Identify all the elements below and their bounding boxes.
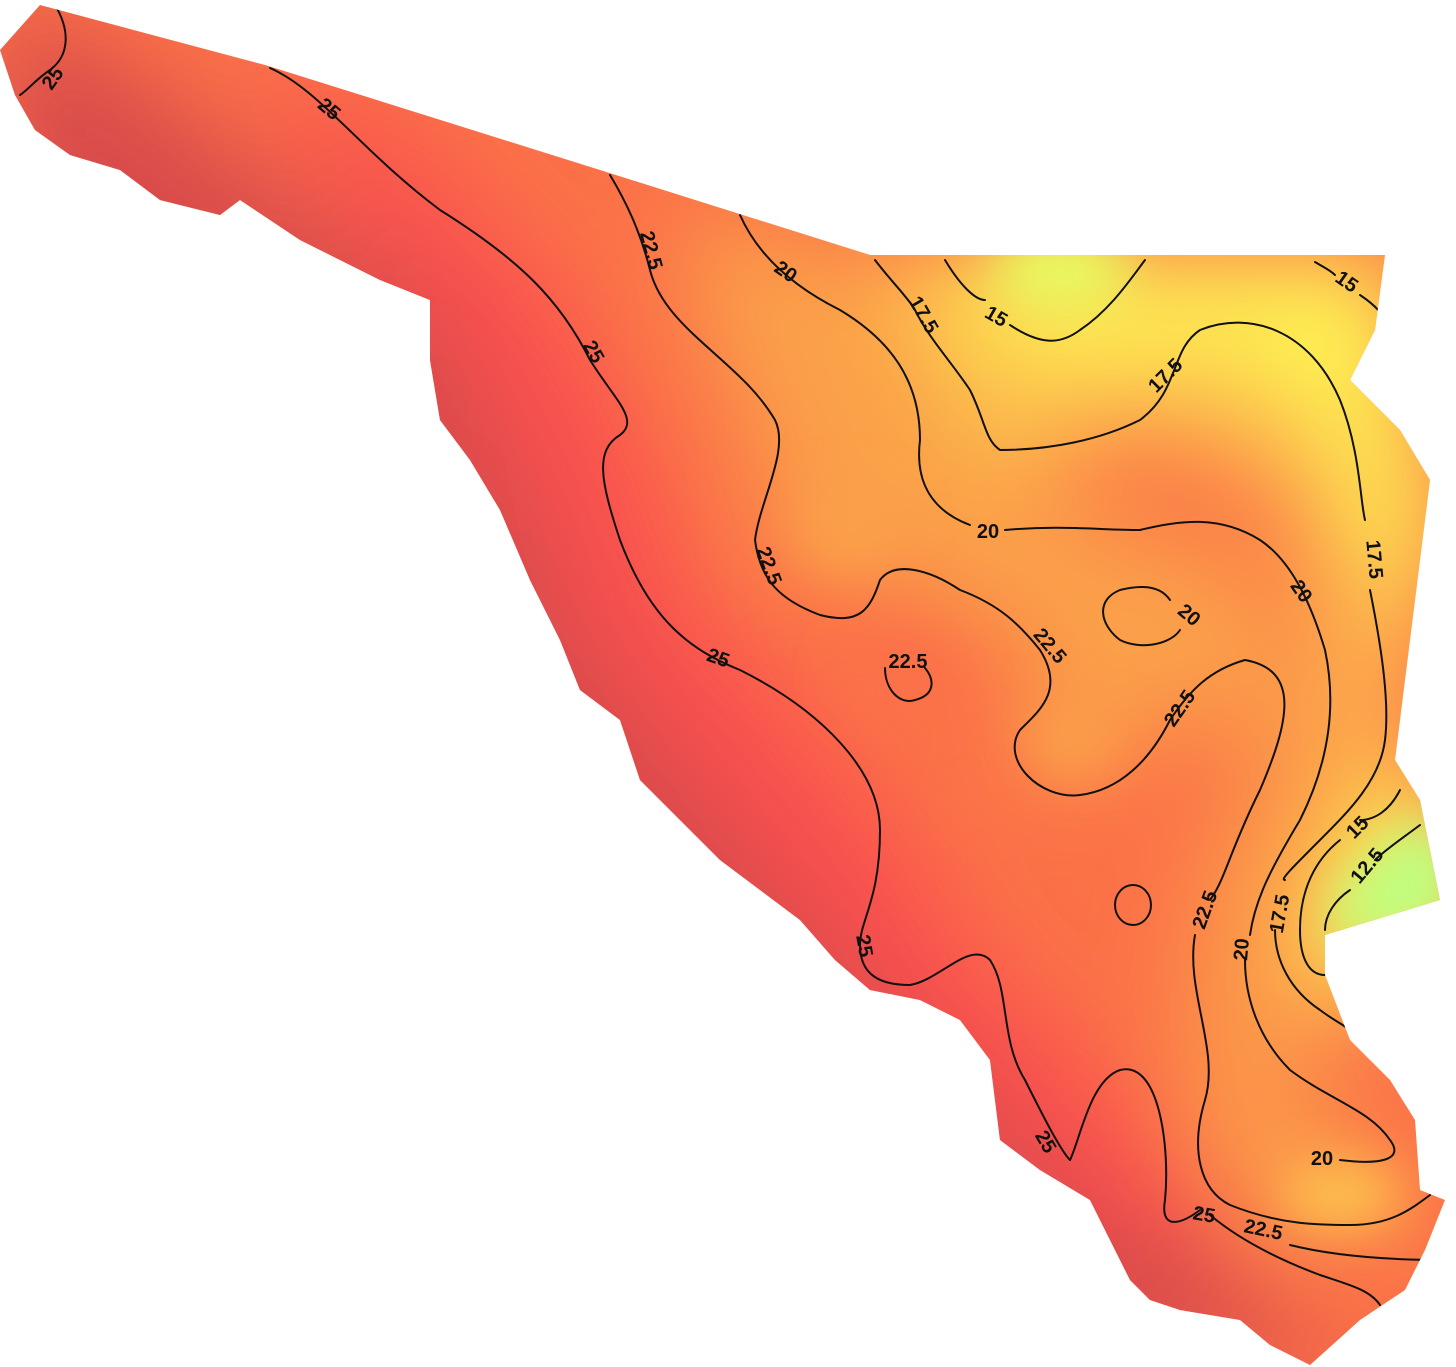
contour-17-5-main bbox=[874, 259, 1366, 521]
contour-label: 25 bbox=[851, 933, 877, 959]
contour-lines bbox=[19, 5, 1445, 1306]
contour-20-south bbox=[1244, 959, 1396, 1163]
contour-15-north-2 bbox=[1009, 259, 1146, 342]
contour-17-5-east bbox=[1282, 589, 1388, 881]
contour-label: 22.5 bbox=[889, 651, 928, 673]
contour-15-east bbox=[1359, 789, 1401, 821]
contour-25-south bbox=[1209, 1214, 1381, 1306]
contour-label: 25 bbox=[1191, 1202, 1217, 1228]
contour-label: 20 bbox=[1311, 1148, 1333, 1170]
contour-label: 20 bbox=[1230, 937, 1254, 961]
contour-12-5-2 bbox=[1324, 889, 1351, 931]
contour-22-5-south bbox=[1192, 934, 1431, 1226]
warm-spot bbox=[1030, 705, 1110, 775]
contour-20-main bbox=[739, 214, 971, 526]
hot-spot bbox=[840, 640, 960, 720]
contour-12-5 bbox=[1374, 824, 1421, 861]
contour-15-north bbox=[944, 259, 986, 301]
contour-20-loop bbox=[1102, 586, 1181, 647]
contour-22-5-main bbox=[609, 174, 1286, 901]
contour-label: 20 bbox=[977, 521, 999, 543]
high-zone bbox=[260, 60, 1260, 1260]
contour-22-5-loop bbox=[884, 667, 933, 702]
contour-25-main bbox=[269, 67, 1201, 1223]
very-low-zone-north bbox=[990, 235, 1130, 305]
contour-22-5-small-loop bbox=[1114, 884, 1152, 926]
contour-label: 17.5 bbox=[1361, 539, 1386, 580]
mid-low-zone bbox=[880, 255, 1420, 1060]
contour-25-northwest bbox=[19, 5, 67, 96]
contour-15-northeast bbox=[1314, 261, 1336, 276]
warm-spot bbox=[800, 490, 900, 570]
warm-spot bbox=[1280, 1165, 1400, 1225]
low-zone bbox=[920, 255, 1440, 640]
contour-20-middle bbox=[1004, 520, 1332, 936]
contour-15-east-2 bbox=[1299, 839, 1341, 976]
